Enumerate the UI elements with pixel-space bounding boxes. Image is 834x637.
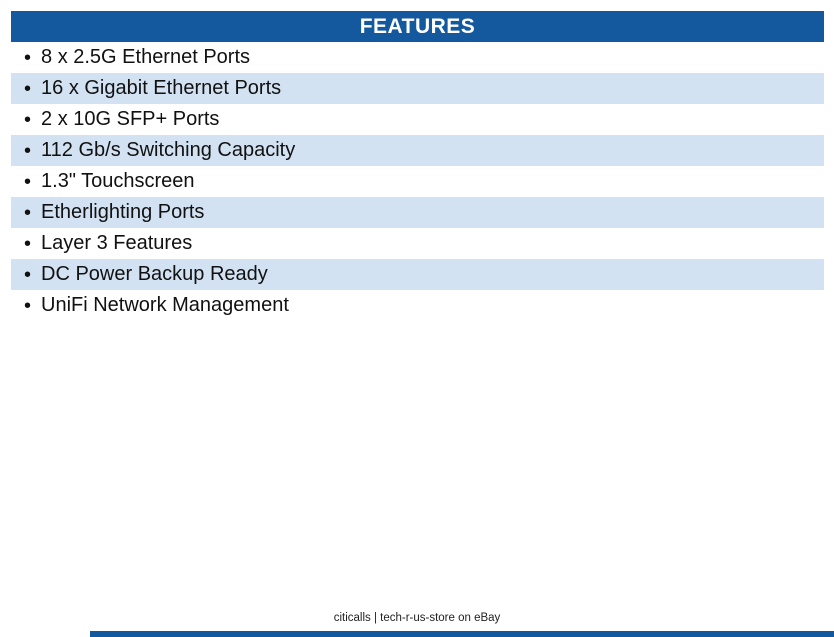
- bullet-icon: •: [24, 46, 32, 69]
- feature-item: • Layer 3 Features: [11, 228, 824, 259]
- bullet-icon: •: [24, 232, 32, 255]
- feature-item-label: 8 x 2.5G Ethernet Ports: [41, 46, 251, 68]
- feature-item-label: Etherlighting Ports: [41, 201, 205, 223]
- feature-item-label: DC Power Backup Ready: [41, 263, 268, 285]
- feature-item: • 1.3" Touchscreen: [11, 166, 824, 197]
- bullet-icon: •: [24, 139, 32, 162]
- bullet-icon: •: [24, 263, 32, 286]
- feature-item-label: 2 x 10G SFP+ Ports: [41, 108, 220, 130]
- seller-credit-text: citicalls | tech-r-us-store on eBay: [333, 612, 501, 624]
- feature-item-label: 16 x Gigabit Ethernet Ports: [41, 77, 282, 99]
- feature-item-label: UniFi Network Management: [41, 294, 289, 316]
- features-header-banner: FEATURES: [11, 11, 824, 42]
- next-section-header-edge: [90, 631, 834, 637]
- feature-item: • 112 Gb/s Switching Capacity: [11, 135, 824, 166]
- feature-item: • 2 x 10G SFP+ Ports: [11, 104, 824, 135]
- feature-list: • 8 x 2.5G Ethernet Ports • 16 x Gigabit…: [11, 42, 824, 321]
- bullet-icon: •: [24, 77, 32, 100]
- feature-item: • DC Power Backup Ready: [11, 259, 824, 290]
- features-header-title: FEATURES: [359, 14, 476, 38]
- bullet-icon: •: [24, 108, 32, 131]
- bullet-icon: •: [24, 294, 32, 317]
- feature-item-label: Layer 3 Features: [41, 232, 193, 254]
- bullet-icon: •: [24, 170, 32, 193]
- feature-item-label: 112 Gb/s Switching Capacity: [41, 139, 296, 161]
- feature-item-label: 1.3" Touchscreen: [41, 170, 195, 192]
- feature-item: • UniFi Network Management: [11, 290, 824, 321]
- feature-item: • 8 x 2.5G Ethernet Ports: [11, 42, 824, 73]
- feature-item: • Etherlighting Ports: [11, 197, 824, 228]
- feature-item: • 16 x Gigabit Ethernet Ports: [11, 73, 824, 104]
- bullet-icon: •: [24, 201, 32, 224]
